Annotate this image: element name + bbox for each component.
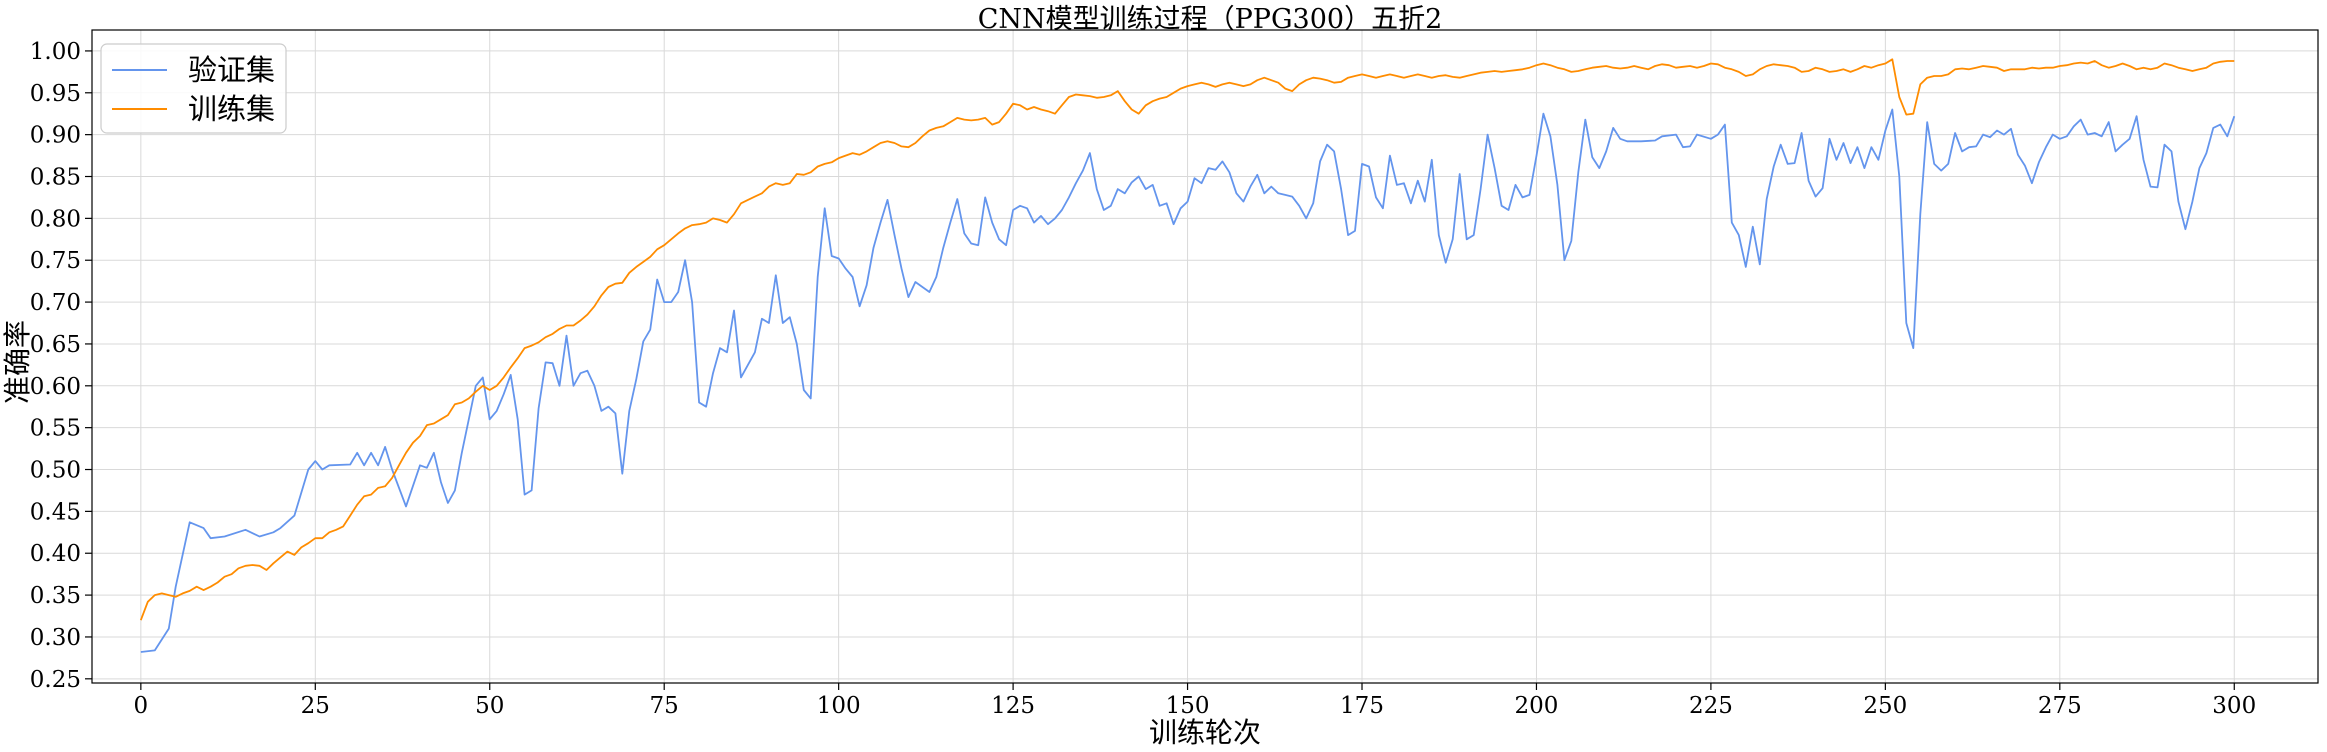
y-axis-label: 准确率 — [1, 320, 34, 404]
y-tick-label: 0.65 — [30, 332, 81, 358]
y-tick-label: 0.55 — [30, 416, 81, 442]
series-line-val — [140, 108, 2236, 653]
x-tick-label: 25 — [301, 693, 330, 719]
series-line-train — [139, 58, 2235, 621]
y-tick-label: 0.80 — [30, 206, 81, 232]
y-tick-label: 0.85 — [30, 165, 81, 191]
x-tick-label: 100 — [817, 693, 861, 719]
series-layer — [139, 58, 2236, 653]
x-tick-label: 300 — [2212, 693, 2256, 719]
x-tick-label: 75 — [650, 693, 679, 719]
x-axis: 0 25 50 75 100 125 150 175 200 225 250 275 300 — [134, 683, 2256, 719]
y-tick-label: 0.25 — [30, 667, 81, 693]
x-tick-label: 200 — [1515, 693, 1559, 719]
y-tick-label: 0.30 — [30, 625, 81, 651]
x-tick-label: 275 — [2038, 693, 2082, 719]
y-tick-label: 0.75 — [30, 248, 81, 274]
grid — [92, 30, 2318, 683]
y-tick-label: 0.45 — [30, 499, 81, 525]
y-tick-label: 0.95 — [30, 81, 81, 107]
x-tick-label: 150 — [1166, 693, 1210, 719]
legend-label-val: 验证集 — [188, 53, 275, 87]
legend-box — [100, 43, 287, 134]
x-tick-label: 175 — [1340, 693, 1384, 719]
y-tick-label: 0.70 — [30, 290, 81, 316]
plot-frame — [91, 29, 2319, 684]
y-axis: 0.25 0.30 0.35 0.40 0.45 0.50 0.55 0.60 0.65 0.70… — [30, 39, 92, 693]
x-axis-label: 训练轮次 — [1149, 716, 1261, 749]
y-tick-label: 0.90 — [30, 123, 81, 149]
y-tick-label: 0.60 — [30, 374, 81, 400]
x-tick-label: 0 — [134, 693, 149, 719]
y-tick-label: 0.35 — [30, 583, 81, 609]
y-tick-label: 1.00 — [30, 39, 81, 65]
y-tick-label: 0.50 — [30, 458, 81, 484]
legend: 验证集 训练集 — [100, 43, 287, 134]
x-tick-label: 50 — [475, 693, 504, 719]
y-tick-label: 0.40 — [30, 541, 81, 567]
x-tick-label: 225 — [1689, 693, 1733, 719]
x-tick-label: 125 — [991, 693, 1035, 719]
legend-label-train: 训练集 — [188, 92, 275, 126]
chart-title: CNN模型训练过程（PPG300）五折2 — [978, 4, 1443, 35]
x-tick-label: 250 — [1863, 693, 1907, 719]
